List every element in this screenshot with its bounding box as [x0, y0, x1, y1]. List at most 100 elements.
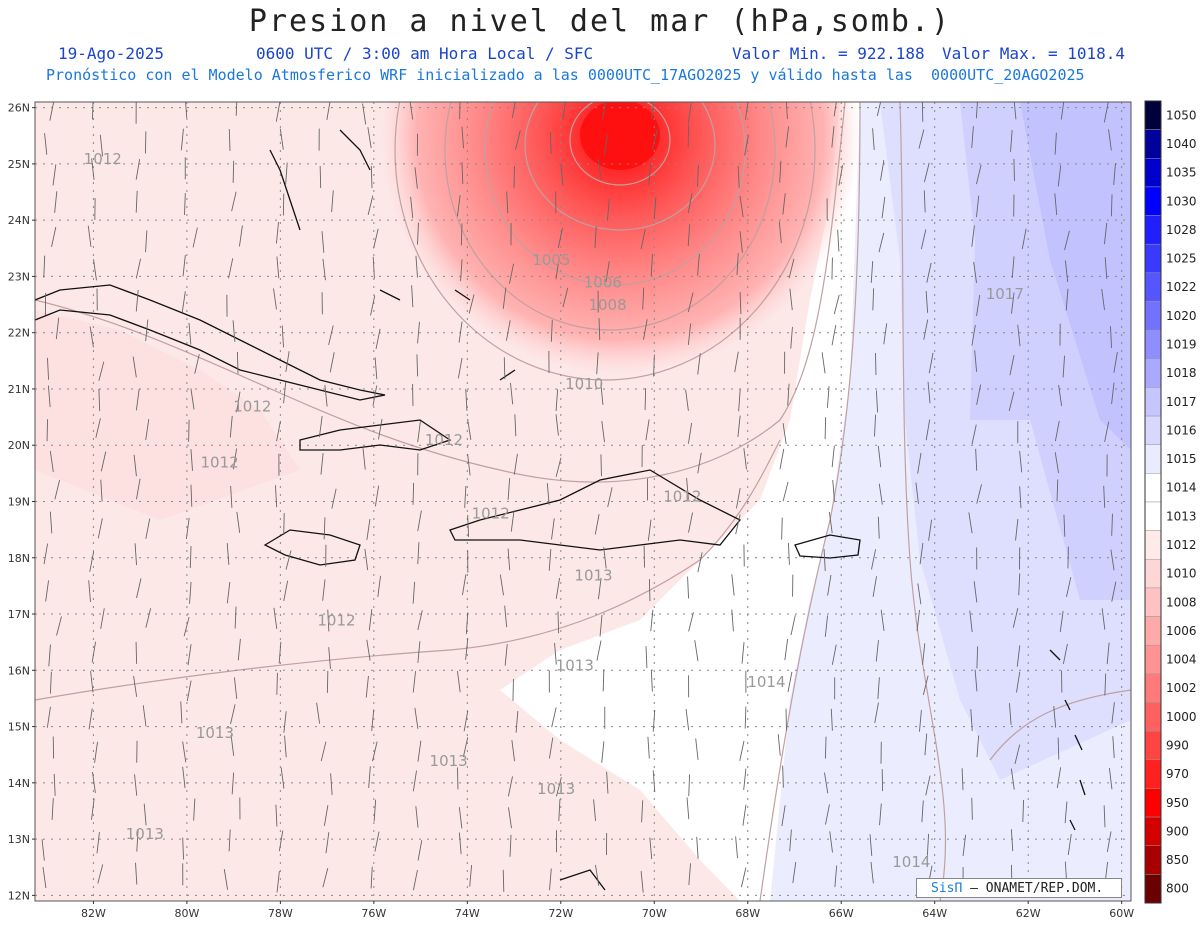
- wind-barb: [1022, 800, 1025, 823]
- wind-barb: [736, 253, 739, 276]
- wind-barb: [555, 577, 561, 599]
- lat-tick-label: 20N: [8, 439, 30, 452]
- contour-label: 1013: [126, 825, 164, 843]
- colorbar-frame: [1144, 100, 1162, 904]
- lat-tick-label: 12N: [8, 889, 30, 902]
- wind-barb: [364, 548, 369, 571]
- wind-barb: [975, 448, 978, 471]
- wind-barb: [464, 486, 467, 508]
- wind-barb: [182, 255, 186, 277]
- wind-barb: [417, 222, 419, 245]
- colorbar-swatch: [1144, 587, 1162, 617]
- wind-barb: [97, 518, 103, 539]
- wind-barb: [971, 424, 977, 445]
- wind-barb: [600, 383, 604, 405]
- wind-barb: [467, 418, 472, 440]
- wind-barb: [607, 487, 613, 508]
- wind-barb: [1103, 222, 1108, 245]
- wind-barb: [597, 158, 602, 180]
- wind-barb: [790, 326, 793, 349]
- wind-barb: [789, 829, 792, 852]
- wind-barb: [687, 125, 690, 148]
- wind-barb: [226, 581, 231, 604]
- wind-barb: [370, 166, 373, 189]
- wind-barb: [924, 733, 928, 756]
- wind-barb: [91, 158, 95, 180]
- wind-barb: [280, 767, 285, 789]
- wind-barb: [458, 321, 463, 343]
- contour-label: 1012: [663, 488, 701, 506]
- wind-barb: [285, 550, 292, 570]
- wind-barb: [650, 609, 654, 632]
- lon-tick-label: 78W: [268, 907, 293, 920]
- wind-barb: [782, 193, 786, 215]
- wind-barb: [968, 512, 973, 534]
- wind-barb: [98, 361, 105, 381]
- wind-barb: [688, 863, 691, 886]
- wind-barb: [923, 319, 929, 340]
- wind-barb: [650, 254, 653, 277]
- wind-barb: [779, 448, 785, 470]
- lat-tick-label: 26N: [8, 102, 30, 115]
- wind-barb: [602, 102, 607, 119]
- wind-barb: [735, 514, 741, 535]
- wind-barb: [787, 542, 790, 565]
- wind-barb: [830, 708, 833, 731]
- wind-barb: [41, 839, 45, 861]
- colorbar-label: 850: [1166, 853, 1189, 867]
- wind-barb: [411, 285, 414, 308]
- wind-barb: [1103, 805, 1106, 828]
- wind-barb: [322, 258, 326, 281]
- wind-barb: [829, 831, 833, 853]
- wind-barb: [1111, 702, 1115, 724]
- wind-barb: [741, 642, 745, 664]
- wind-barb: [88, 708, 93, 730]
- wind-barb: [145, 230, 148, 253]
- wind-barb: [49, 450, 54, 472]
- wind-barb: [230, 485, 233, 508]
- wind-barb: [594, 226, 597, 248]
- wind-barb: [687, 323, 692, 345]
- wind-barb: [687, 422, 693, 444]
- wind-barb: [869, 834, 873, 856]
- colorbar-label: 1040: [1166, 137, 1197, 151]
- wind-barb: [560, 163, 564, 186]
- lon-tick-label: 60W: [1109, 907, 1134, 920]
- wind-barb: [324, 384, 328, 407]
- wind-barb: [89, 551, 95, 572]
- wind-barb: [832, 480, 835, 502]
- wind-barb: [52, 164, 57, 186]
- wind-barb: [180, 128, 184, 151]
- wind-barb: [232, 160, 235, 183]
- wind-barb: [100, 608, 105, 629]
- wind-barb: [921, 800, 924, 823]
- wind-barb: [465, 612, 469, 635]
- wind-barb: [596, 640, 602, 661]
- wind-barb: [275, 221, 279, 244]
- lat-tick-label: 21N: [8, 383, 30, 396]
- wind-barb: [49, 671, 52, 694]
- wind-barb: [507, 776, 513, 797]
- wind-barb: [831, 324, 837, 346]
- wind-barb: [457, 357, 463, 379]
- wind-barb: [100, 479, 103, 502]
- wind-barb: [973, 581, 978, 603]
- wind-barb: [504, 644, 508, 666]
- wind-barb: [555, 389, 559, 412]
- wind-barb: [362, 448, 366, 470]
- wind-barb: [688, 512, 693, 533]
- wind-barb: [182, 741, 187, 763]
- wind-barb: [785, 126, 790, 148]
- wind-barb: [743, 768, 747, 790]
- wind-barb: [883, 323, 888, 345]
- wind-barb: [238, 225, 243, 247]
- lat-tick-label: 15N: [8, 721, 30, 734]
- wind-barb: [319, 166, 322, 189]
- wind-barb: [415, 255, 418, 278]
- lon-tick-label: 82W: [81, 907, 106, 920]
- colorbar-label: 1035: [1166, 166, 1197, 180]
- wind-barb: [824, 615, 829, 637]
- wind-barb: [652, 710, 656, 732]
- wind-barb: [412, 482, 415, 505]
